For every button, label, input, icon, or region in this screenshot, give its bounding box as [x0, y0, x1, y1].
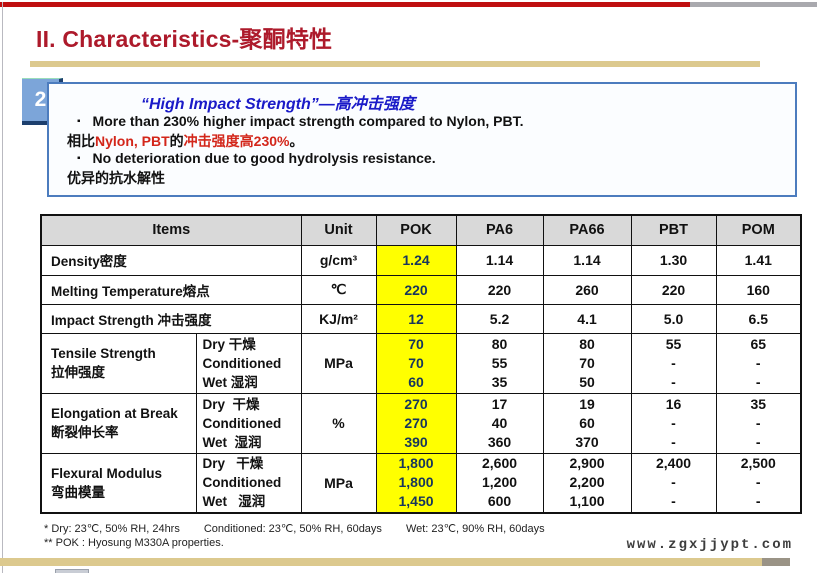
website-watermark: www.zgxjjypt.com	[626, 537, 793, 553]
pbt-value-cell: 5.0	[630, 303, 717, 334]
bullet1-text: More than 230% higher impact strength co…	[92, 113, 524, 129]
conditions-cell: Dry 干燥 Conditioned Wet 湿润	[195, 392, 302, 454]
col-header-pbt: PBT	[630, 214, 717, 246]
col-header-pok: POK	[375, 214, 457, 246]
highlight-box: “High Impact Strength”—高冲击强度 ▪ More than …	[47, 82, 797, 197]
pa6-value-cell: 17 40 360	[455, 392, 544, 454]
bullet-square-icon: ▪	[77, 116, 81, 127]
unit-cell: MPa	[300, 332, 377, 394]
pom-value-cell: 6.5	[715, 303, 802, 334]
pbt-value-cell: 55 - -	[630, 332, 717, 394]
pbt-value-cell: 2,400 - -	[630, 452, 717, 514]
pok-value-cell: 1.24	[375, 244, 457, 276]
pom-value-cell: 1.41	[715, 244, 802, 276]
cn1-part2-red: Nylon, PBT	[95, 133, 170, 149]
pa66-value-cell: 260	[542, 274, 632, 305]
bottom-gold-bar-tip	[762, 558, 790, 566]
footnote-line-1: * Dry: 23℃, 50% RH, 24hrs Conditioned: 2…	[44, 522, 545, 535]
pa6-value-cell: 2,600 1,200 600	[455, 452, 544, 514]
conditions-cell: Dry 干燥 Conditioned Wet 湿润	[195, 452, 302, 514]
pa66-value-cell: 1.14	[542, 244, 632, 276]
pok-value-cell: 220	[375, 274, 457, 305]
row-label-en: Elongation at Break	[51, 406, 178, 421]
section-heading: “High Impact Strength”—高冲击强度	[141, 96, 415, 113]
conditions-cell: Dry 干燥 Conditioned Wet 湿润	[195, 332, 302, 394]
cn1-part5: 。	[289, 133, 304, 149]
pa6-value-cell: 80 55 35	[455, 332, 544, 394]
table-row-impact: Impact Strength 冲击强度 KJ/m² 12 5.2 4.1 5.…	[40, 303, 802, 334]
col-header-pa6: PA6	[455, 214, 544, 246]
bullet-square-icon: ▪	[77, 153, 81, 164]
row-label-en: Flexural Modulus	[51, 465, 163, 481]
unit-cell: KJ/m²	[300, 303, 377, 334]
table-header-row: Items Unit POK PA6 PA66 PBT POM	[40, 214, 802, 246]
slide-title: II. Characteristics-聚酮特性	[36, 26, 333, 52]
pbt-value-cell: 16 - -	[630, 392, 717, 454]
top-accent-bar-gray	[690, 2, 817, 7]
footnote-wet: Wet: 23℃, 90% RH, 60days	[405, 523, 545, 535]
pok-value-cell: 270 270 390	[375, 392, 457, 454]
bullet-line-2: ▪ No deterioration due to good hydrolysis…	[77, 150, 436, 166]
row-label-cn: 弯曲模量	[51, 484, 105, 500]
footnotes: * Dry: 23℃, 50% RH, 24hrs Conditioned: 2…	[44, 522, 545, 549]
pa6-value-cell: 1.14	[455, 244, 544, 276]
pa6-value-cell: 5.2	[455, 303, 544, 334]
row-label-cn: 断裂伸长率	[51, 425, 119, 440]
cn1-part4-red: 冲击强度高230%	[183, 133, 290, 149]
table-row-tensile: Tensile Strength 拉伸强度 Dry 干燥 Conditioned…	[40, 332, 802, 394]
pbt-value-cell: 220	[630, 274, 717, 305]
col-header-pom: POM	[715, 214, 802, 246]
pom-value-cell: 65 - -	[715, 332, 802, 394]
row-label-cn: 拉伸强度	[51, 365, 105, 380]
table-row-flexural: Flexural Modulus 弯曲模量 Dry 干燥 Conditioned…	[40, 452, 802, 514]
unit-cell: %	[300, 392, 377, 454]
top-accent-bar-red	[0, 2, 690, 7]
pom-value-cell: 160	[715, 274, 802, 305]
unit-cell: ℃	[300, 274, 377, 305]
pbt-value-cell: 1.30	[630, 244, 717, 276]
pa66-value-cell: 2,900 2,200 1,100	[542, 452, 632, 514]
footnote-conditioned: Conditioned: 23℃, 50% RH, 60days	[203, 523, 382, 535]
table-row-melting: Melting Temperature熔点 ℃ 220 220 260 220 …	[40, 274, 802, 305]
next-element-sliver	[55, 569, 89, 573]
pa66-value-cell: 4.1	[542, 303, 632, 334]
bullet2-text: No deterioration due to good hydrolysis …	[92, 150, 436, 166]
pok-value-cell: 70 70 60	[375, 332, 457, 394]
properties-table: Items Unit POK PA6 PA66 PBT POM Density密…	[40, 214, 803, 514]
pa6-value-cell: 220	[455, 274, 544, 305]
footnote-line-2: ** POK : Hyosung M330A properties.	[44, 537, 224, 549]
bullet-line-1: ▪ More than 230% higher impact strength c…	[77, 113, 524, 129]
bottom-gold-bar	[0, 558, 762, 566]
row-label-en: Tensile Strength	[51, 346, 156, 361]
row-label: Impact Strength 冲击强度	[40, 303, 302, 334]
table-row-density: Density密度 g/cm³ 1.24 1.14 1.14 1.30 1.41	[40, 244, 802, 276]
footnote-dry: * Dry: 23℃, 50% RH, 24hrs	[44, 523, 180, 535]
title-underline	[30, 61, 760, 67]
pa66-value-cell: 19 60 370	[542, 392, 632, 454]
row-label: Flexural Modulus 弯曲模量	[40, 452, 197, 514]
row-label: Tensile Strength 拉伸强度	[40, 332, 197, 394]
row-label: Melting Temperature熔点	[40, 274, 302, 305]
unit-cell: MPa	[300, 452, 377, 514]
bullet2-chinese-line: 优异的抗水解性	[67, 170, 165, 186]
pom-value-cell: 35 - -	[715, 392, 802, 454]
pa66-value-cell: 80 70 50	[542, 332, 632, 394]
col-header-items: Items	[40, 214, 302, 246]
pok-value-cell: 12	[375, 303, 457, 334]
pok-value-cell: 1,800 1,800 1,450	[375, 452, 457, 514]
row-label: Elongation at Break 断裂伸长率	[40, 392, 197, 454]
bullet1-chinese-line: 相比Nylon, PBT的冲击强度高230%。	[67, 131, 303, 151]
table-row-elongation: Elongation at Break 断裂伸长率 Dry 干燥 Conditi…	[40, 392, 802, 454]
pom-value-cell: 2,500 - -	[715, 452, 802, 514]
cn1-part3: 的	[169, 133, 184, 149]
cn1-part1: 相比	[67, 133, 95, 149]
left-edge-line	[2, 2, 3, 573]
col-header-unit: Unit	[300, 214, 377, 246]
unit-cell: g/cm³	[300, 244, 377, 276]
col-header-pa66: PA66	[542, 214, 632, 246]
row-label: Density密度	[40, 244, 302, 276]
